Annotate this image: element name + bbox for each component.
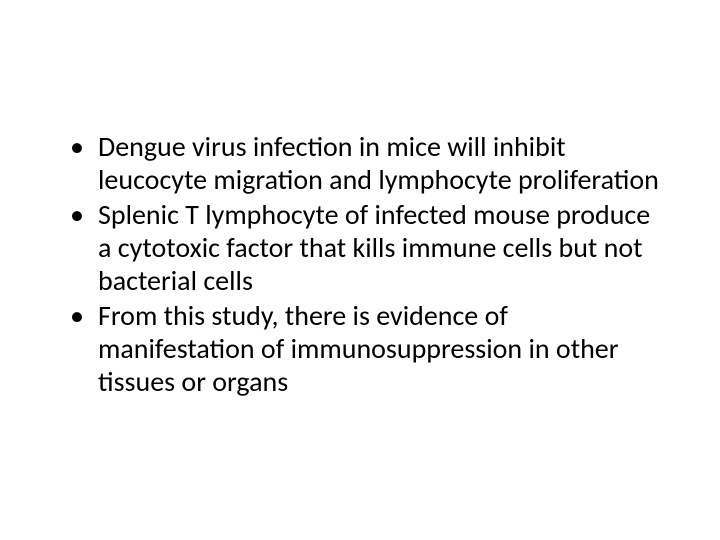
list-item: Splenic T lymphocyte of infected mouse p… [60, 198, 660, 297]
bullet-list: Dengue virus infection in mice will inhi… [60, 130, 660, 398]
slide: Dengue virus infection in mice will inhi… [0, 0, 720, 540]
bullet-text: From this study, there is evidence of ma… [98, 298, 618, 399]
list-item: Dengue virus infection in mice will inhi… [60, 130, 660, 196]
bullet-text: Splenic T lymphocyte of infected mouse p… [98, 197, 650, 298]
list-item: From this study, there is evidence of ma… [60, 299, 660, 398]
bullet-text: Dengue virus infection in mice will inhi… [98, 129, 659, 197]
slide-body: Dengue virus infection in mice will inhi… [60, 130, 660, 398]
